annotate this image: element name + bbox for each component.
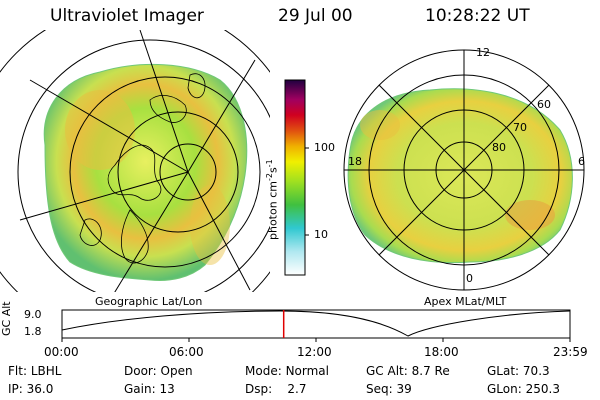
altitude-ytick-9: 9.0 bbox=[24, 308, 42, 321]
mlat-label-60: 60 bbox=[537, 98, 551, 111]
info-seq: Seq: 39 bbox=[366, 382, 412, 396]
apex-caption: Apex MLat/MLT bbox=[424, 295, 507, 308]
xtick-0000: 00:00 bbox=[44, 345, 79, 359]
colorbar-unit: photon cm-2s-1 bbox=[265, 159, 280, 240]
altitude-ytick-1.8: 1.8 bbox=[24, 325, 42, 338]
mlt-label-18: 18 bbox=[348, 155, 362, 168]
date-label: 29 Jul 00 bbox=[278, 6, 353, 26]
info-mode: Mode: Normal bbox=[245, 364, 329, 378]
geographic-caption: Geographic Lat/Lon bbox=[95, 295, 203, 308]
info-ip: IP: 36.0 bbox=[8, 382, 54, 396]
xtick-1200: 12:00 bbox=[297, 345, 332, 359]
altitude-ylabel: GC Alt bbox=[0, 301, 13, 336]
xtick-0600: 06:00 bbox=[169, 345, 204, 359]
info-gain: Gain: 13 bbox=[124, 382, 175, 396]
colorbar-tick-100: 100 bbox=[314, 141, 335, 154]
mlt-label-0: 0 bbox=[466, 272, 473, 285]
mlt-image bbox=[343, 49, 585, 291]
mlat-label-70: 70 bbox=[513, 121, 527, 134]
mlt-label-6: 6 bbox=[578, 155, 585, 168]
instrument-title: Ultraviolet Imager bbox=[50, 6, 204, 26]
info-flt: Flt: LBHL bbox=[8, 364, 62, 378]
altitude-plot bbox=[61, 309, 571, 342]
info-dsp: Dsp: 2.7 bbox=[245, 382, 307, 396]
colorbar bbox=[284, 79, 306, 276]
info-gcalt: GC Alt: 8.7 Re bbox=[366, 364, 450, 378]
geographic-image bbox=[0, 30, 270, 292]
info-glon: GLon: 250.3 bbox=[487, 382, 560, 396]
xtick-2359: 23:59 bbox=[553, 345, 588, 359]
time-label: 10:28:22 UT bbox=[425, 6, 530, 26]
altitude-curve bbox=[61, 310, 571, 337]
mlt-label-12: 12 bbox=[476, 46, 490, 59]
info-glat: GLat: 70.3 bbox=[487, 364, 550, 378]
info-door: Door: Open bbox=[124, 364, 193, 378]
mlat-label-80: 80 bbox=[492, 141, 506, 154]
colorbar-tick-10: 10 bbox=[314, 228, 328, 241]
xtick-1800: 18:00 bbox=[424, 345, 459, 359]
